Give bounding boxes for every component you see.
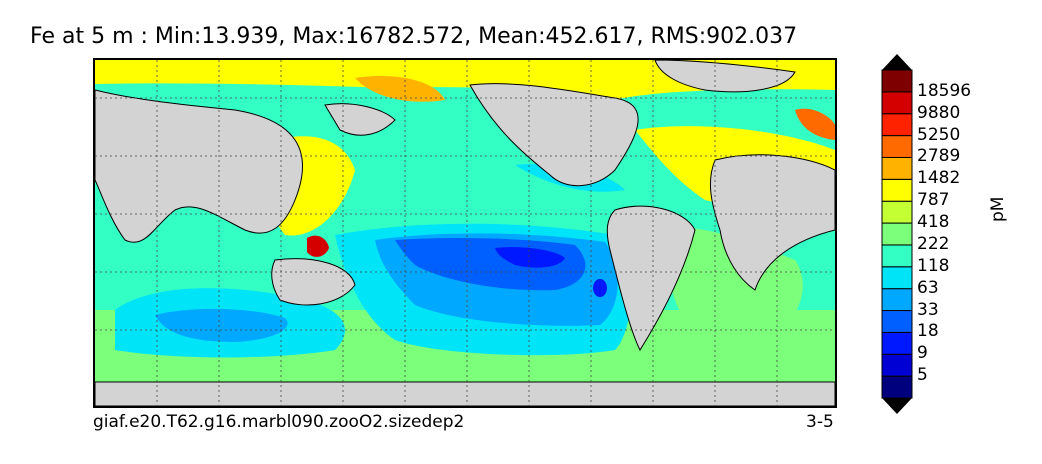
year-range: 3-5 xyxy=(806,412,834,432)
graticule xyxy=(95,60,835,406)
colorbar-tick-label: 418 xyxy=(917,212,950,233)
indian-ocean-blue xyxy=(155,308,288,342)
colorbar-tick-label: 9880 xyxy=(917,102,961,123)
south-pacific-core-east xyxy=(593,279,607,297)
colorbar-swatch xyxy=(881,375,913,399)
colorbar-tick-label: 118 xyxy=(917,255,950,276)
colorbar-tick-label: 63 xyxy=(917,277,939,298)
eurasia-land xyxy=(95,89,303,243)
south-america-land xyxy=(606,205,696,352)
north-america-land xyxy=(469,83,639,187)
colorbar-swatch xyxy=(881,113,913,137)
units-label: pM xyxy=(988,196,1008,222)
colorbar-swatch xyxy=(881,91,913,115)
arctic-orange xyxy=(355,76,445,102)
colorbar-tick-label: 18 xyxy=(917,321,939,342)
east-asia-land xyxy=(324,103,396,136)
colorbar-tick-label: 33 xyxy=(917,299,939,320)
colorbar-swatch xyxy=(881,178,913,202)
colorbar-swatch xyxy=(881,331,913,355)
colorbar-swatch xyxy=(881,310,913,333)
colorbar-tick-label: 5250 xyxy=(917,124,961,145)
colorbar-extend-max xyxy=(882,54,912,70)
colorbar-tick-label: 222 xyxy=(917,233,950,254)
colorbar-swatch xyxy=(881,222,913,246)
ocean-field xyxy=(95,60,835,406)
colorbar-swatch xyxy=(881,135,913,158)
colorbar-swatch xyxy=(881,156,913,180)
colorbar-tick-label: 787 xyxy=(917,190,950,211)
colorbar xyxy=(881,54,913,414)
colorbar-swatch xyxy=(881,353,913,377)
ocean-map xyxy=(93,58,837,408)
colorbar-swatch xyxy=(881,288,913,312)
run-name: giaf.e20.T62.g16.marbl090.zooO2.sizedep2 xyxy=(93,412,465,432)
colorbar-tick-label: 2789 xyxy=(917,146,961,167)
fe-hotspot xyxy=(307,235,329,257)
colorbar-tick-label: 18596 xyxy=(917,80,972,101)
antarctica-land xyxy=(95,381,835,406)
colorbar-tick-label: 9 xyxy=(917,343,928,364)
colorbar-tick-label: 5 xyxy=(917,365,928,386)
arctic-yellow xyxy=(95,60,835,100)
colorbar-swatch xyxy=(881,266,913,290)
south-pacific-core xyxy=(495,247,565,268)
colorbar-swatch xyxy=(881,69,913,93)
australia-land xyxy=(271,258,356,306)
atlantic-red xyxy=(795,108,835,140)
colorbar-swatch xyxy=(881,244,913,268)
colorbar-swatch xyxy=(881,200,913,224)
map-title: Fe at 5 m : Min:13.939, Max:16782.572, M… xyxy=(30,24,798,49)
colorbar-tick-label: 1482 xyxy=(917,168,961,189)
colorbar-extend-min xyxy=(882,398,912,414)
